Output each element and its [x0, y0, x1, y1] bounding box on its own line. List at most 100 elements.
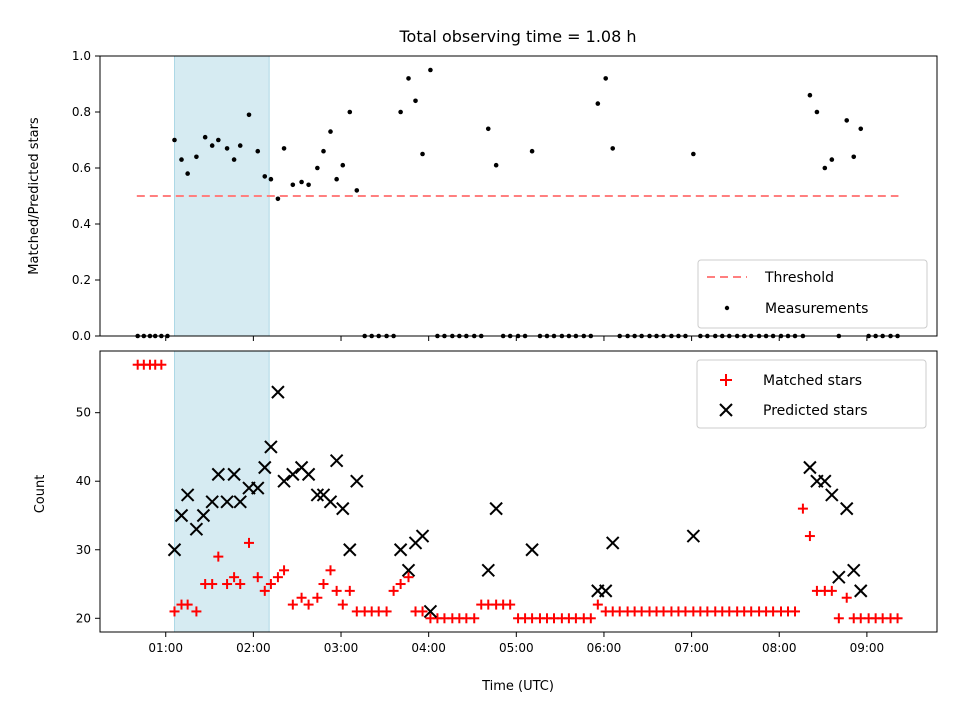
- x-axis-label: Time (UTC): [481, 679, 554, 694]
- x-tick-label: 04:00: [411, 641, 446, 655]
- matched-star-point: [259, 585, 270, 596]
- predicted-star-stroke-b: [854, 584, 868, 598]
- predicted-star-point: [180, 488, 195, 502]
- x-axis-ticks-top: [165, 336, 868, 341]
- matched-star-point: [296, 592, 307, 603]
- matched-star-point: [156, 359, 167, 370]
- y-tick-label: 0.8: [72, 105, 91, 119]
- predicted-star-stroke-b: [271, 385, 285, 399]
- measurement-point: [844, 118, 850, 123]
- measurement-point: [281, 146, 287, 151]
- measurement-point: [354, 188, 360, 193]
- matched-star-point: [182, 599, 193, 610]
- y-axis-ticks-top: 0.0 0.2 0.4 0.6 0.8 1.0: [72, 49, 100, 343]
- matched-star-point: [252, 572, 263, 583]
- predicted-star-stroke-b: [840, 501, 854, 516]
- legend-predicted-label: Predicted stars: [763, 403, 868, 419]
- measurement-point: [328, 129, 333, 134]
- predicted-star-point: [233, 495, 247, 509]
- measurement-point: [216, 137, 221, 143]
- predicted-star-stroke-b: [832, 570, 846, 584]
- measurement-point: [529, 148, 535, 154]
- matched-star-point: [229, 572, 240, 583]
- x-tick-label: 01:00: [148, 641, 183, 655]
- matched-star-point: [585, 613, 596, 624]
- measurement-point: [340, 162, 346, 168]
- measurement-point: [347, 109, 353, 115]
- measurement-point: [262, 174, 268, 179]
- predicted-star-point: [847, 563, 861, 578]
- measurement-point: [172, 137, 177, 143]
- predicted-star-point: [401, 563, 416, 578]
- predicted-star-stroke-b: [343, 543, 357, 557]
- predicted-star-point: [301, 467, 316, 482]
- matched-star-point: [833, 613, 844, 624]
- predicted-star-stroke-b: [227, 467, 241, 482]
- predicted-star-point: [329, 453, 344, 468]
- matched-star-point: [312, 592, 323, 603]
- x-axis-ticks-bottom: 01:00 02:00 03:00 04:00 05:00 06:00 07:00 08:00…: [148, 632, 884, 655]
- predicted-star-point: [174, 508, 189, 523]
- measurement-point: [194, 154, 199, 160]
- matched-star-point: [505, 599, 516, 610]
- predicted-star-stroke-b: [803, 460, 817, 475]
- predicted-star-point: [227, 467, 241, 482]
- matched-star-point: [381, 606, 392, 617]
- top-legend: Threshold Measurements: [697, 259, 928, 329]
- y-tick-label: 1.0: [72, 49, 91, 63]
- measurement-point: [299, 179, 304, 185]
- measurement-point: [209, 143, 215, 148]
- predicted-star-stroke-b: [196, 508, 211, 523]
- predicted-star-stroke-b: [818, 474, 832, 488]
- measurement-point: [315, 165, 320, 171]
- predicted-star-point: [606, 536, 620, 550]
- predicted-star-stroke-b: [393, 543, 408, 557]
- measurement-point: [829, 157, 835, 162]
- predicted-star-point: [350, 474, 364, 488]
- predicted-star-point: [393, 543, 408, 557]
- predicted-star-point: [489, 501, 503, 516]
- matched-star-point: [191, 606, 202, 617]
- predicted-star-stroke-b: [205, 495, 219, 509]
- measurement-point: [858, 126, 864, 132]
- matched-star-point: [272, 572, 283, 583]
- predicted-star-point: [832, 570, 846, 584]
- predicted-star-stroke-b: [310, 488, 325, 502]
- predicted-star-stroke-b: [350, 474, 364, 488]
- matched-star-point: [222, 579, 233, 590]
- bottom-legend: Matched stars Predicted stars: [696, 359, 927, 429]
- measurement-point: [603, 76, 609, 81]
- chart-title: Total observing time = 1.08 h: [398, 27, 636, 46]
- measurement-point: [224, 146, 230, 151]
- measurement-point: [334, 176, 339, 182]
- matched-star-point: [318, 579, 329, 590]
- predicted-star-stroke-b: [174, 508, 189, 523]
- top-y-axis-label: Matched/Predicted stars: [27, 117, 42, 275]
- matched-star-point: [417, 606, 428, 617]
- measurement-point: [807, 92, 813, 98]
- measurement-point: [428, 67, 433, 73]
- predicted-star-point: [264, 440, 278, 454]
- predicted-star-stroke-b: [167, 543, 182, 557]
- matched-star-point: [826, 585, 837, 596]
- predicted-star-stroke-b: [525, 543, 539, 557]
- matched-star-point: [790, 606, 801, 617]
- predicted-star-point: [415, 529, 430, 543]
- predicted-star-point: [854, 584, 868, 598]
- predicted-star-point: [277, 474, 291, 488]
- measurement-point: [185, 171, 190, 176]
- matched-star-point: [235, 579, 246, 590]
- measurement-point: [485, 126, 491, 132]
- predicted-star-stroke-b: [423, 604, 438, 619]
- measurement-point: [851, 154, 857, 160]
- predicted-star-point: [220, 495, 234, 509]
- predicted-star-point: [286, 467, 300, 482]
- measurement-point: [691, 151, 696, 157]
- measurement-point: [306, 182, 311, 188]
- predicted-star-point: [598, 584, 613, 598]
- y-axis-ticks-bottom: 20 30 40 50: [76, 406, 100, 625]
- predicted-star-stroke-b: [847, 563, 861, 578]
- measurement-point: [595, 101, 601, 106]
- matched-star-point: [395, 579, 406, 590]
